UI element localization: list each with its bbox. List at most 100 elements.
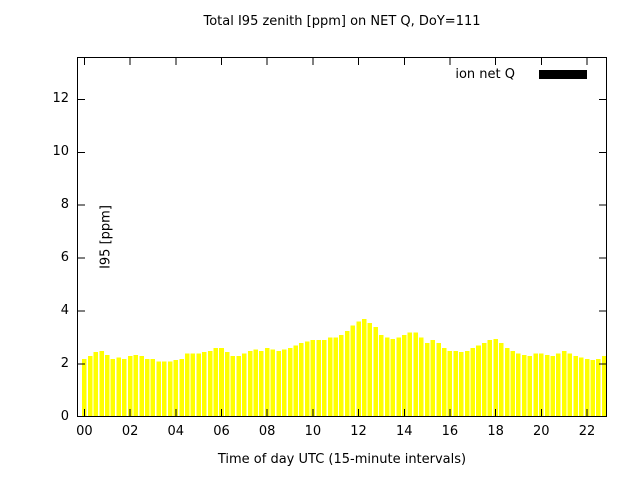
bar bbox=[413, 332, 418, 417]
x-tick-label: 18 bbox=[487, 424, 504, 439]
x-tick-label: 14 bbox=[395, 424, 413, 439]
bar bbox=[470, 348, 476, 417]
bar bbox=[310, 340, 316, 417]
x-tick-label: 22 bbox=[578, 424, 596, 439]
bar bbox=[219, 348, 224, 417]
bar bbox=[339, 334, 344, 417]
bar bbox=[173, 360, 179, 417]
bar bbox=[253, 349, 259, 417]
x-tick-label: 06 bbox=[213, 424, 230, 439]
bar bbox=[533, 353, 538, 417]
bar bbox=[144, 358, 150, 417]
x-tick-label: 12 bbox=[350, 424, 367, 439]
legend: ion net Q bbox=[455, 66, 587, 82]
bar bbox=[373, 327, 378, 417]
bar bbox=[516, 353, 521, 417]
bar bbox=[105, 354, 110, 417]
bar bbox=[110, 358, 116, 417]
bar bbox=[196, 353, 201, 417]
bar bbox=[527, 356, 533, 417]
bar bbox=[441, 348, 447, 417]
bar bbox=[213, 348, 219, 417]
bar bbox=[504, 348, 510, 417]
bar bbox=[270, 349, 276, 417]
bar bbox=[481, 342, 487, 417]
bar bbox=[556, 353, 561, 417]
bar bbox=[476, 345, 481, 417]
bar bbox=[202, 352, 207, 417]
bar bbox=[419, 337, 424, 417]
plot-border bbox=[77, 57, 607, 417]
bar bbox=[333, 337, 338, 417]
y-tick-label: 0 bbox=[60, 409, 69, 424]
bar-plot bbox=[77, 57, 607, 417]
x-axis-label: Time of day UTC (15-minute intervals) bbox=[217, 452, 467, 467]
bar bbox=[162, 361, 167, 417]
y-tick-label: 8 bbox=[60, 197, 69, 213]
bar bbox=[93, 352, 99, 417]
bar bbox=[579, 357, 584, 417]
bar bbox=[430, 340, 436, 417]
bar bbox=[82, 358, 87, 417]
bar bbox=[356, 321, 361, 417]
bar bbox=[304, 341, 310, 417]
bar bbox=[596, 358, 601, 417]
bar bbox=[453, 350, 458, 417]
bar bbox=[436, 342, 441, 417]
bar bbox=[190, 353, 196, 417]
bar bbox=[561, 350, 567, 417]
bar bbox=[367, 323, 373, 417]
x-tick-label: 04 bbox=[167, 424, 185, 439]
bar bbox=[242, 353, 247, 417]
bar bbox=[167, 361, 173, 417]
bar bbox=[293, 345, 298, 417]
bar bbox=[264, 348, 270, 417]
bar bbox=[236, 356, 241, 417]
bar bbox=[550, 356, 555, 417]
bar bbox=[276, 350, 281, 417]
bar bbox=[122, 358, 127, 417]
chart-title: Total I95 zenith [ppm] on NET Q, DoY=111 bbox=[203, 14, 481, 29]
bar bbox=[384, 337, 390, 417]
bar bbox=[327, 337, 333, 417]
bar bbox=[179, 358, 184, 417]
y-tick-label: 12 bbox=[52, 91, 69, 107]
bar bbox=[396, 337, 401, 417]
bar bbox=[499, 342, 504, 417]
bar bbox=[573, 356, 578, 417]
bar bbox=[362, 319, 367, 417]
plot-area: ion net Q bbox=[77, 57, 607, 417]
bar bbox=[282, 349, 287, 417]
bar bbox=[224, 352, 230, 417]
bar bbox=[590, 360, 595, 417]
bar bbox=[156, 361, 161, 417]
bar bbox=[601, 356, 607, 417]
bar bbox=[402, 334, 407, 417]
bar bbox=[87, 356, 93, 417]
bar bbox=[133, 354, 139, 417]
bar bbox=[544, 354, 550, 417]
legend-label: ion net Q bbox=[455, 66, 515, 82]
x-tick-label: 02 bbox=[121, 424, 139, 439]
y-tick-label: 6 bbox=[60, 250, 69, 266]
legend-swatch-icon bbox=[539, 69, 587, 79]
x-tick-label: 20 bbox=[533, 424, 550, 439]
bar bbox=[487, 340, 493, 417]
bar bbox=[139, 356, 144, 417]
bar bbox=[510, 350, 516, 417]
y-tick-label: 10 bbox=[52, 144, 69, 160]
y-tick-label: 2 bbox=[60, 356, 69, 372]
bar bbox=[350, 325, 356, 417]
x-tick-label: 00 bbox=[76, 424, 93, 439]
y-tick-label: 4 bbox=[60, 303, 69, 319]
bar bbox=[184, 353, 190, 417]
bar bbox=[379, 334, 384, 417]
x-tick-label: 08 bbox=[258, 424, 276, 439]
bar bbox=[287, 348, 293, 417]
bar bbox=[464, 350, 470, 417]
bar bbox=[116, 357, 121, 417]
bar bbox=[424, 342, 430, 417]
bar bbox=[407, 332, 413, 417]
bar bbox=[459, 352, 464, 417]
bar bbox=[127, 356, 133, 417]
